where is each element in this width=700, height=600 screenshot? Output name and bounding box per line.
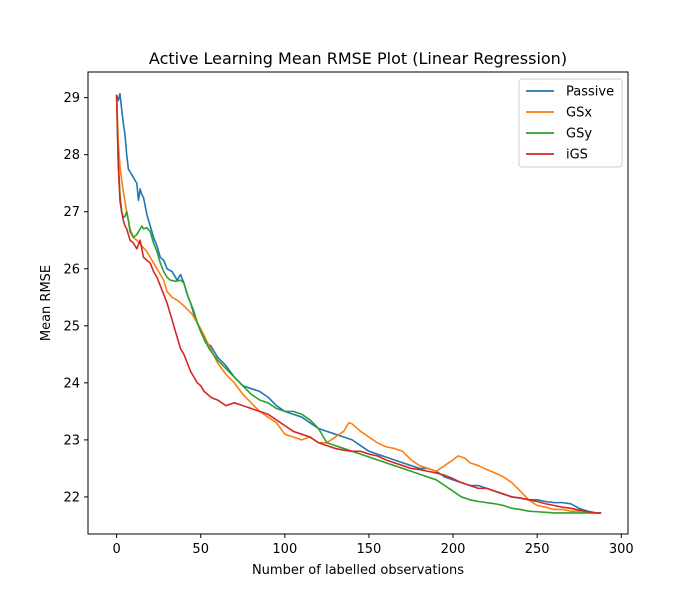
x-tick-label: 300 — [609, 542, 634, 557]
y-tick-label: 23 — [63, 433, 80, 448]
series-line-igs — [115, 94, 602, 514]
chart-title: Active Learning Mean RMSE Plot (Linear R… — [149, 49, 567, 68]
y-tick-label: 24 — [63, 376, 80, 391]
x-tick-label: 50 — [192, 542, 209, 557]
legend-box — [518, 78, 623, 168]
y-axis-label: Mean RMSE — [39, 265, 54, 341]
series-lines — [115, 92, 602, 514]
y-axis-ticks: 22 23 24 25 26 27 28 29 — [63, 91, 88, 505]
y-tick-label: 29 — [63, 91, 80, 106]
y-tick-label: 27 — [63, 205, 80, 220]
legend-label-igs: iGS — [566, 148, 588, 163]
x-axis-ticks: 0 50 100 150 200 250 300 — [112, 534, 634, 557]
legend: Passive GSx GSy iGS — [518, 78, 623, 168]
x-tick-label: 250 — [525, 542, 550, 557]
x-axis-label: Number of labelled observations — [252, 563, 464, 578]
legend-label-gsx: GSx — [566, 106, 592, 121]
y-tick-label: 22 — [63, 490, 80, 505]
x-tick-label: 0 — [112, 542, 120, 557]
series-line-gsy — [115, 94, 602, 514]
plot-frame — [87, 71, 629, 535]
y-tick-label: 25 — [63, 319, 80, 334]
x-tick-label: 150 — [357, 542, 382, 557]
x-tick-label: 200 — [441, 542, 466, 557]
legend-label-gsy: GSy — [566, 127, 592, 142]
legend-label-passive: Passive — [566, 85, 614, 100]
y-tick-label: 26 — [63, 262, 80, 277]
x-tick-label: 100 — [272, 542, 297, 557]
y-tick-label: 28 — [63, 148, 80, 163]
